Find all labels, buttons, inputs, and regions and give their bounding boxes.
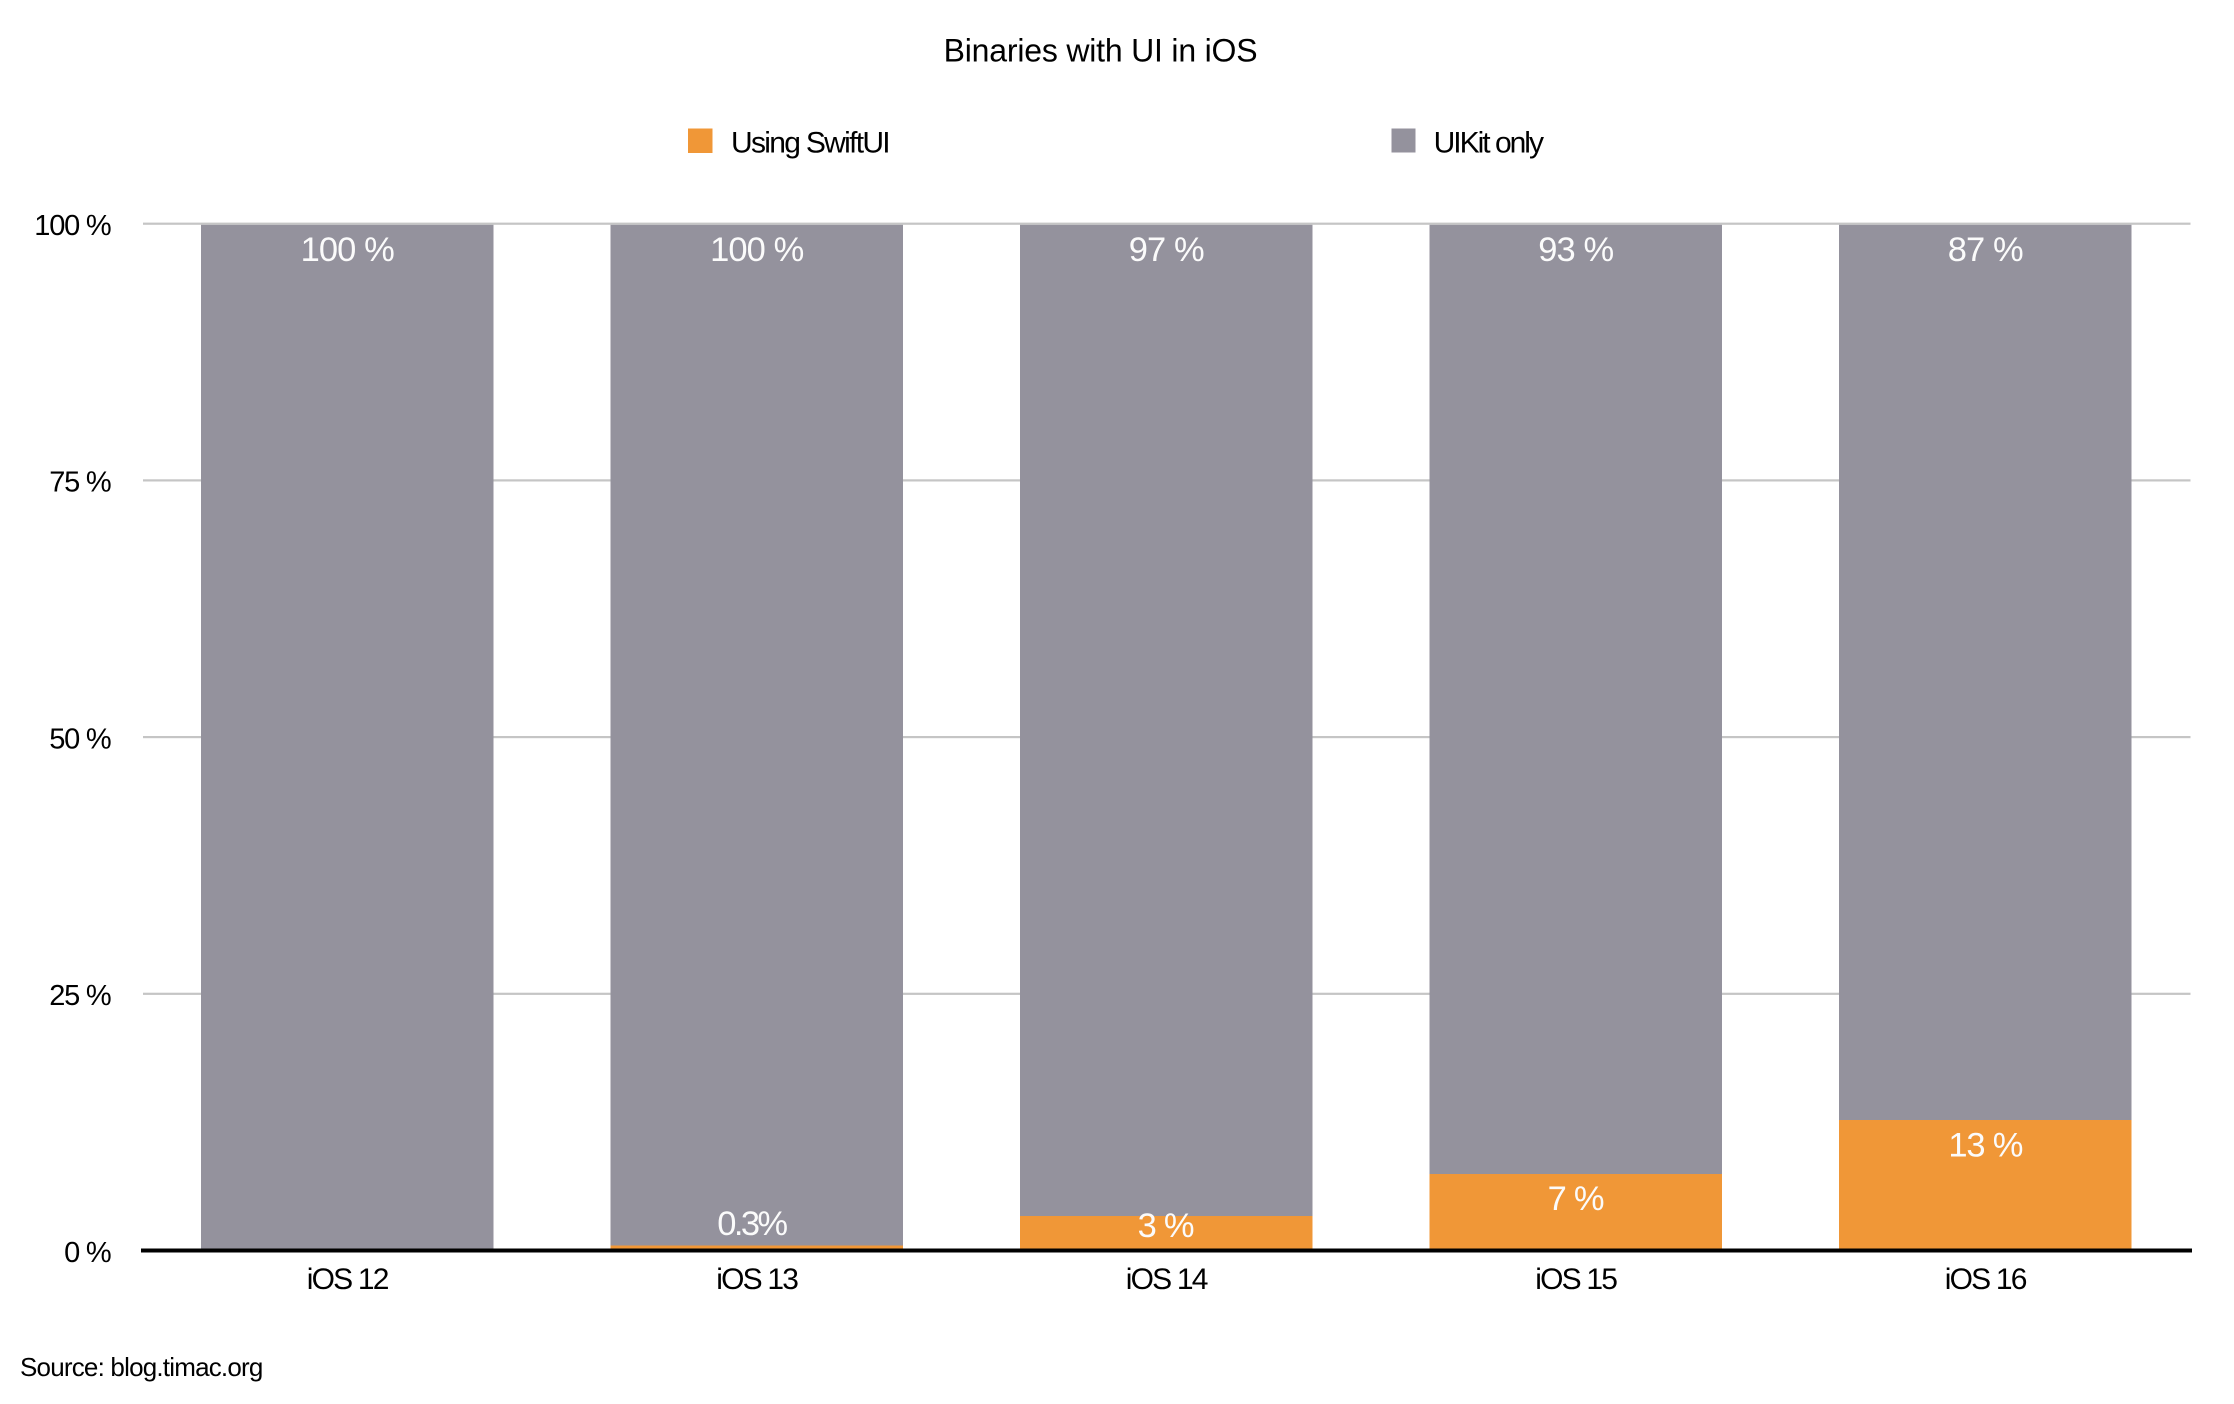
svg-text:75 %: 75 % (49, 467, 111, 499)
svg-text:3 %: 3 % (1138, 1207, 1194, 1245)
svg-text:0 %: 0 % (64, 1237, 111, 1269)
svg-text:97 %: 97 % (1129, 231, 1204, 269)
svg-text:100 %: 100 % (710, 231, 804, 269)
svg-text:iOS 16: iOS 16 (1945, 1263, 2027, 1296)
svg-text:87 %: 87 % (1948, 231, 2023, 269)
svg-text:0.3%: 0.3% (717, 1205, 787, 1243)
svg-text:iOS 14: iOS 14 (1126, 1263, 1208, 1296)
svg-text:100 %: 100 % (34, 210, 111, 242)
svg-text:iOS 12: iOS 12 (307, 1263, 389, 1296)
svg-text:iOS 15: iOS 15 (1535, 1263, 1617, 1296)
svg-text:100 %: 100 % (301, 231, 395, 269)
svg-text:Source: blog.timac.org: Source: blog.timac.org (20, 1352, 263, 1382)
svg-text:iOS 13: iOS 13 (716, 1263, 798, 1296)
svg-text:Using SwiftUI: Using SwiftUI (731, 127, 889, 160)
svg-text:13 %: 13 % (1948, 1127, 2022, 1165)
svg-text:7 %: 7 % (1548, 1180, 1604, 1218)
svg-text:Binaries with UI in iOS: Binaries with UI in iOS (944, 32, 1258, 68)
svg-text:93 %: 93 % (1538, 231, 1613, 269)
svg-text:UIKit only: UIKit only (1434, 127, 1544, 160)
svg-text:50 %: 50 % (49, 723, 111, 755)
svg-text:25 %: 25 % (49, 980, 111, 1012)
